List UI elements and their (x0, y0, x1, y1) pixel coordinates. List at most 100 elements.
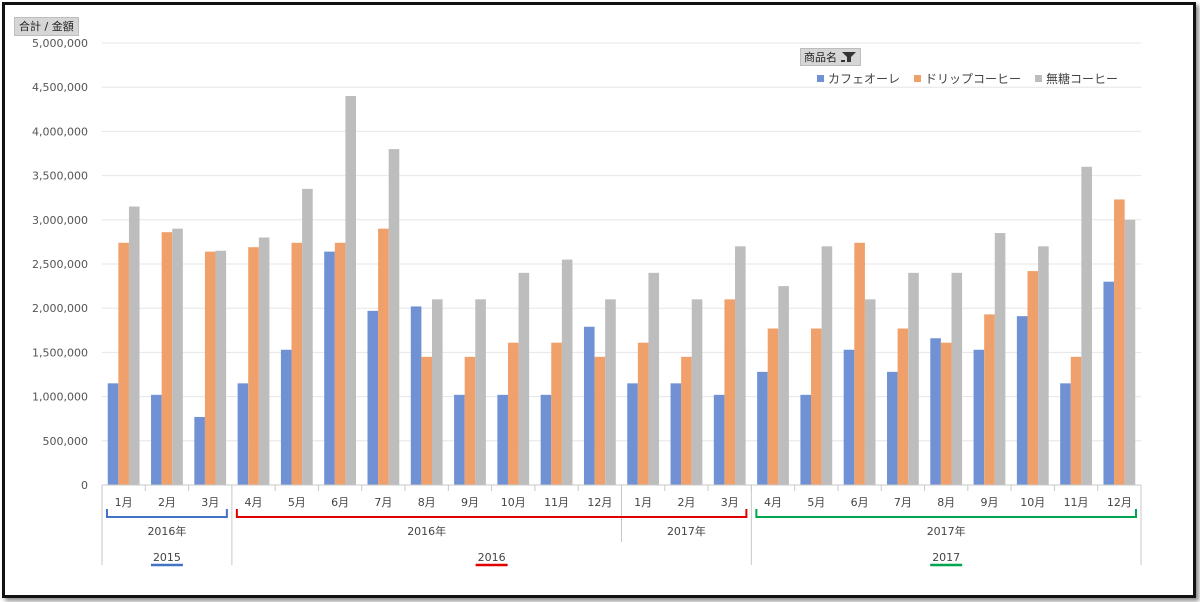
bar (594, 356, 606, 485)
y-tick-label: 1,000,000 (32, 391, 88, 404)
legend-swatch (817, 75, 824, 82)
bar (151, 394, 162, 485)
y-tick-label: 1,500,000 (32, 346, 88, 359)
x-tick-label: 3月 (721, 496, 739, 509)
bar (670, 383, 682, 485)
year-group-label: 2016年 (407, 524, 446, 538)
x-tick-label: 3月 (201, 496, 219, 509)
bar (1038, 246, 1049, 485)
bar (324, 251, 335, 485)
x-tick-label: 11月 (544, 496, 569, 509)
bar (1081, 166, 1092, 485)
x-tick-label: 8月 (937, 496, 955, 509)
bar (691, 299, 703, 485)
bar (886, 371, 898, 485)
year-group-label: 2017年 (667, 524, 706, 538)
legend: 商品名 カフェオーレ ドリップコーヒー 無糖コーヒー (800, 48, 1118, 87)
x-tick-label: 11月 (1064, 496, 1089, 509)
bar (767, 328, 779, 485)
bar (388, 149, 400, 485)
bar (118, 242, 129, 485)
y-tick-label: 2,000,000 (32, 302, 88, 315)
bar (605, 299, 616, 485)
bar (248, 247, 259, 485)
fiscal-group-label: 2016 (478, 551, 506, 564)
bar (497, 394, 508, 485)
bar (778, 286, 789, 485)
legend-item-drip-coffee[interactable]: ドリップコーヒー (914, 70, 1021, 87)
legend-item-unsweetened-coffee[interactable]: 無糖コーヒー (1035, 70, 1118, 87)
bar (378, 228, 389, 485)
bar (1114, 199, 1125, 485)
bar (1016, 316, 1028, 485)
x-tick-label: 10月 (501, 496, 526, 509)
bar (930, 338, 941, 485)
bar (951, 272, 963, 485)
bar (843, 349, 855, 485)
bar (757, 371, 768, 485)
filter-icon (841, 51, 857, 63)
bar (172, 228, 183, 485)
bar (237, 383, 249, 485)
x-tick-label: 5月 (807, 496, 825, 509)
y-tick-label: 2,500,000 (32, 258, 88, 271)
bar (258, 237, 270, 485)
bar (800, 394, 812, 485)
bar (864, 299, 876, 485)
bar (854, 242, 865, 485)
y-tick-label: 4,000,000 (32, 125, 88, 138)
bar (1070, 356, 1082, 485)
x-tick-label: 12月 (1107, 496, 1132, 509)
bar (973, 349, 985, 485)
bar (345, 96, 357, 485)
bar (821, 246, 833, 485)
legend-label: 無糖コーヒー (1046, 72, 1119, 86)
x-tick-label: 2月 (158, 496, 176, 509)
fiscal-group-label: 2015 (153, 551, 181, 564)
bar (421, 356, 432, 485)
year-group-label: 2016年 (147, 524, 186, 538)
bar (410, 306, 422, 485)
x-tick-label: 4月 (764, 496, 782, 509)
x-tick-label: 7月 (374, 496, 392, 509)
bar (713, 394, 725, 485)
x-tick-label: 1月 (115, 496, 133, 509)
bar (107, 383, 119, 485)
bar (561, 259, 573, 485)
bar (128, 206, 140, 486)
bar (811, 328, 822, 485)
bar (280, 349, 292, 485)
bar (215, 250, 227, 485)
bar (897, 328, 909, 485)
bar (627, 383, 638, 485)
x-tick-label: 6月 (331, 496, 349, 509)
fiscal-bracket (235, 509, 748, 518)
value-field-label: 合計 / 金額 (19, 20, 74, 33)
y-tick-label: 0 (81, 479, 88, 492)
bar (431, 299, 443, 485)
bar (204, 251, 216, 485)
legend-item-cafe-au-lait[interactable]: カフェオーレ (817, 70, 900, 87)
x-tick-label: 2月 (677, 496, 695, 509)
legend-swatch (914, 75, 922, 82)
bar (161, 232, 173, 485)
x-tick-label: 9月 (980, 496, 998, 509)
bar (507, 342, 519, 485)
bar (551, 342, 562, 485)
bar (454, 394, 465, 485)
y-tick-label: 5,000,000 (32, 37, 88, 50)
x-tick-label: 7月 (894, 496, 912, 509)
bar (681, 356, 692, 485)
x-tick-label: 8月 (418, 496, 436, 509)
value-field-button[interactable]: 合計 / 金額 (14, 17, 79, 36)
y-tick-label: 3,500,000 (32, 170, 88, 183)
legend-filter-button[interactable]: 商品名 (800, 48, 861, 66)
fiscal-bracket (106, 509, 228, 518)
x-tick-label: 6月 (851, 496, 869, 509)
bar (540, 394, 552, 485)
x-tick-label: 10月 (1020, 496, 1045, 509)
x-tick-label: 5月 (288, 496, 306, 509)
x-tick-label: 9月 (461, 496, 479, 509)
bar (735, 246, 746, 485)
